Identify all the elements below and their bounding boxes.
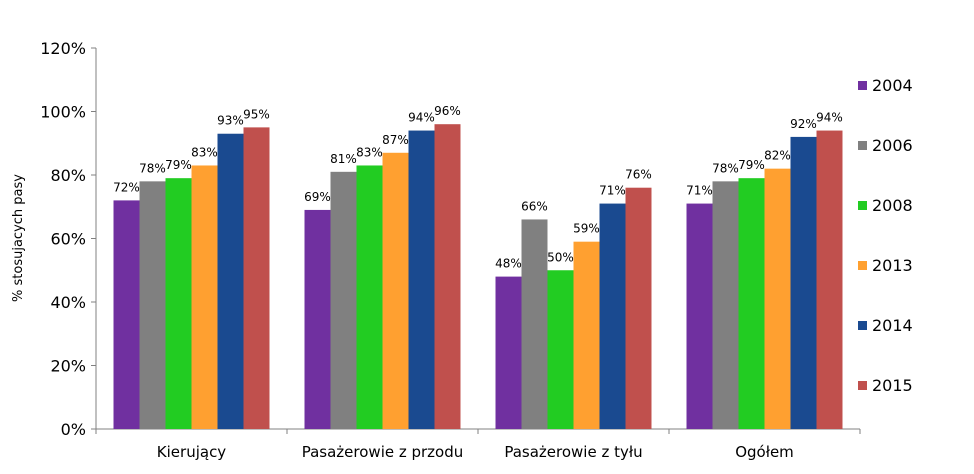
- data-label: 66%: [521, 199, 548, 213]
- bar: [521, 219, 548, 429]
- bar: [738, 178, 765, 429]
- legend-swatch: [858, 141, 867, 150]
- y-tick-label: 100%: [40, 103, 86, 122]
- x-tick-label: Pasażerowie z tyłu: [504, 443, 642, 461]
- legend-label: 2014: [872, 316, 913, 335]
- x-tick-label: Pasażerowie z przodu: [302, 443, 464, 461]
- data-label: 71%: [599, 184, 626, 198]
- bar: [764, 168, 791, 429]
- legend-swatch: [858, 381, 867, 390]
- bar: [356, 165, 383, 429]
- y-axis-label: % stosujacych pasy: [11, 174, 26, 302]
- bar: [408, 130, 435, 430]
- data-label: 71%: [686, 184, 713, 198]
- y-tick-label: 0%: [61, 420, 86, 439]
- x-tick-label: Kierujący: [157, 443, 227, 461]
- legend-label: 2008: [872, 196, 913, 215]
- data-label: 87%: [382, 133, 409, 147]
- bar: [816, 130, 843, 430]
- y-tick-label: 40%: [50, 293, 86, 312]
- legend-swatch: [858, 261, 867, 270]
- bar: [217, 133, 244, 429]
- x-tick-label: Ogółem: [735, 443, 794, 461]
- legend-label: 2013: [872, 256, 913, 275]
- data-label: 94%: [408, 111, 435, 125]
- data-label: 96%: [434, 104, 461, 118]
- data-label: 93%: [217, 114, 244, 128]
- data-label: 72%: [113, 180, 140, 194]
- bar: [434, 124, 461, 429]
- legend-label: 2004: [872, 76, 913, 95]
- legend-swatch: [858, 81, 867, 90]
- bar: [113, 200, 140, 429]
- bar: [304, 209, 331, 429]
- data-label: 50%: [547, 250, 574, 264]
- y-tick-label: 80%: [50, 166, 86, 185]
- bar: [165, 178, 192, 429]
- data-label: 48%: [495, 257, 522, 271]
- bar: [790, 136, 817, 429]
- data-label: 69%: [304, 190, 331, 204]
- data-label: 79%: [738, 158, 765, 172]
- data-label: 78%: [712, 161, 739, 175]
- legend-swatch: [858, 201, 867, 210]
- legend-label: 2015: [872, 376, 913, 395]
- bar: [547, 270, 574, 429]
- legend-swatch: [858, 321, 867, 330]
- bar: [573, 241, 600, 429]
- data-label: 78%: [139, 161, 166, 175]
- axes: 0% 20% 40% 60% 80% 100% 120% Kierujący Pasażerow…: [40, 39, 861, 461]
- data-label: 82%: [764, 149, 791, 163]
- legend: 2004 2006 2008 2013 2014 2015: [858, 76, 913, 395]
- data-label: 94%: [816, 111, 843, 125]
- y-tick-label: 60%: [50, 230, 86, 249]
- bar: [139, 181, 166, 429]
- bar: [495, 276, 522, 429]
- data-label: 92%: [790, 117, 817, 131]
- y-tick-label: 120%: [40, 39, 86, 58]
- data-label: 83%: [356, 145, 383, 159]
- bar: [330, 171, 357, 429]
- data-label: 76%: [625, 168, 652, 182]
- legend-label: 2006: [872, 136, 913, 155]
- bars: [113, 124, 843, 430]
- bar: [382, 152, 409, 429]
- y-tick-label: 20%: [50, 357, 86, 376]
- data-label: 59%: [573, 222, 600, 236]
- bar: [625, 187, 652, 429]
- data-label: 79%: [165, 158, 192, 172]
- bar: [191, 165, 218, 429]
- bar: [686, 203, 713, 429]
- bar: [712, 181, 739, 429]
- data-labels: 72%78% 79%83%93% 95%69%81% 83%87%94% 96%48%6…: [113, 104, 843, 270]
- bar: [243, 127, 270, 429]
- data-label: 83%: [191, 145, 218, 159]
- data-label: 95%: [243, 107, 270, 121]
- data-label: 81%: [330, 152, 357, 166]
- bar: [599, 203, 626, 429]
